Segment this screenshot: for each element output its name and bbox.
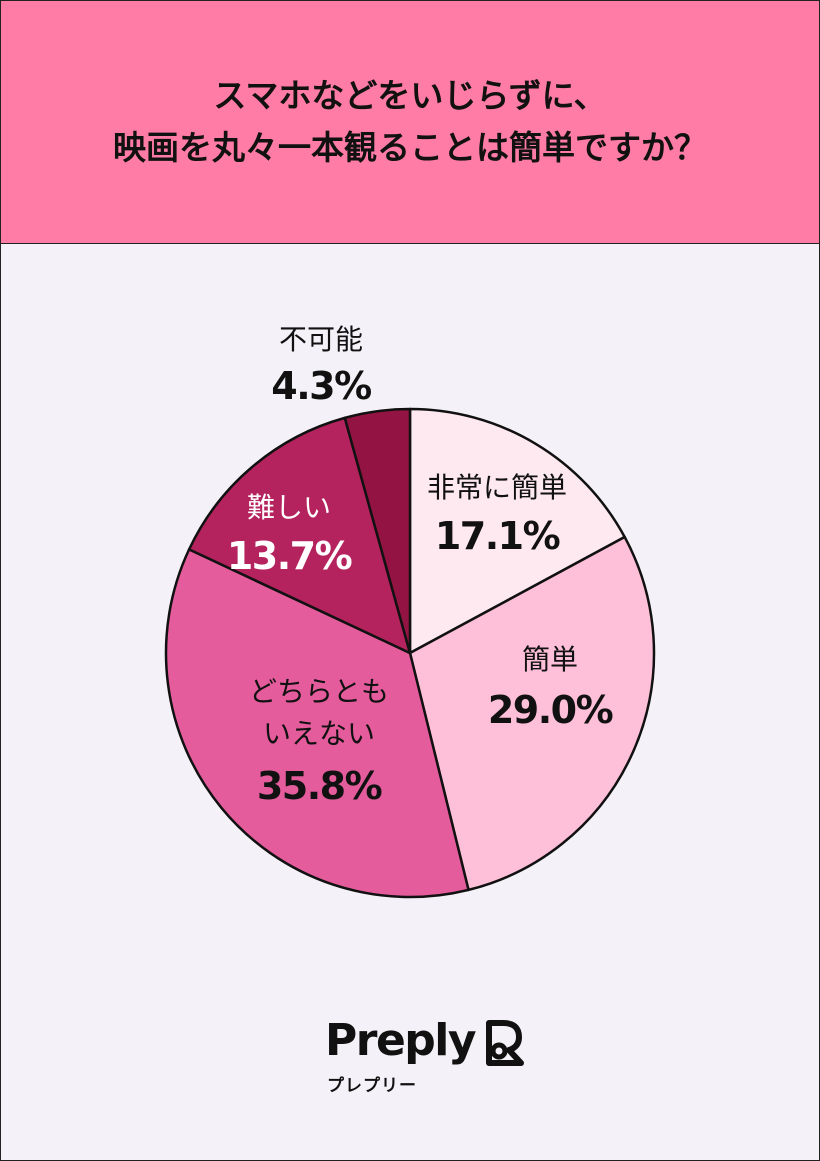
pie-slice-5 — [343, 407, 412, 655]
slice-label-4: 難しい 13.7% — [227, 491, 353, 578]
slice-value-5: 4.3% — [271, 364, 371, 408]
brand-name: Preply — [325, 1015, 477, 1066]
preply-logo: Preply プレプリー — [321, 1013, 531, 1103]
pie-slice-1 — [408, 407, 626, 655]
slice-label-1: 非常に簡単 17.1% — [427, 471, 567, 558]
pie-slice-2 — [408, 535, 656, 892]
slice-name-3-line-1: どちらとも — [249, 675, 389, 708]
slice-name-2-line-1: 簡単 — [522, 643, 578, 676]
slice-name-3-line-2: いえない — [263, 717, 375, 750]
slice-value-2: 29.0% — [488, 688, 613, 732]
slice-label-5: 不可能 4.3% — [271, 323, 372, 408]
slice-value-1: 17.1% — [435, 514, 560, 558]
slice-name-4-line-1: 難しい — [247, 491, 331, 524]
pie-slice-4 — [187, 416, 412, 655]
slice-name-1-line-1: 非常に簡単 — [427, 471, 567, 504]
slice-label-2: 簡単 29.0% — [488, 643, 614, 732]
slice-value-4: 13.7% — [227, 534, 352, 578]
brand-name-kana: プレプリー — [327, 1076, 417, 1096]
preply-mark-icon — [486, 1020, 524, 1066]
title-banner: スマホなどをいじらずに、 映画を丸々一本観ることは簡単ですか？ — [1, 1, 819, 244]
title-line-2: 映画を丸々一本観ることは簡単ですか？ — [113, 128, 707, 167]
slice-value-3: 35.8% — [257, 764, 382, 808]
slice-name-5-line-1: 不可能 — [279, 323, 363, 356]
title-line-1: スマホなどをいじらずに、 — [213, 76, 607, 115]
pie-slice-3 — [164, 548, 470, 899]
